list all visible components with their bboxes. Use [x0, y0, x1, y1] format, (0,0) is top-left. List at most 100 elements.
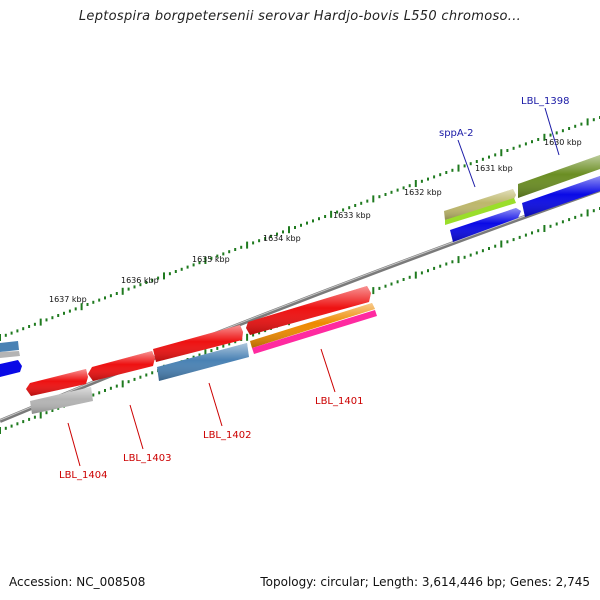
inner-minor-tick [258, 331, 261, 335]
outer-major-tick [80, 303, 83, 311]
outer-minor-tick [318, 217, 320, 221]
gene-label-lbl1404[interactable]: LBL_1404 [59, 470, 107, 481]
connector-lbl1402 [208, 382, 223, 427]
outer-minor-tick [445, 171, 448, 174]
outer-minor-tick [396, 188, 399, 192]
gene-label-lbl1398[interactable]: LBL_1398 [521, 96, 569, 107]
outer-minor-tick [276, 232, 278, 236]
gene-steelblue-lbl1402-shine [157, 343, 249, 381]
inner-minor-tick [555, 222, 558, 226]
outer-minor-tick [10, 331, 13, 335]
inner-minor-tick [127, 380, 130, 384]
inner-minor-tick [481, 249, 484, 253]
gene-red-lbl1401-shine [246, 286, 371, 335]
outer-minor-tick [306, 221, 308, 225]
inner-minor-tick [433, 266, 436, 270]
outer-minor-tick [115, 292, 118, 295]
outer-minor-tick [74, 307, 77, 311]
outer-minor-tick [92, 300, 95, 304]
outer-minor-tick [518, 144, 521, 148]
outer-minor-tick [408, 184, 411, 188]
gene-gray-left[interactable] [0, 351, 20, 358]
gene-blue-right-shine [522, 176, 600, 217]
outer-major-tick [204, 257, 207, 264]
gene-label-lbl1403[interactable]: LBL_1403 [123, 453, 171, 464]
inner-major-tick [0, 427, 1, 434]
inner-minor-tick [4, 426, 7, 430]
inner-minor-tick [45, 411, 48, 415]
outer-major-tick [246, 241, 249, 249]
gene-steelblue-left[interactable] [0, 341, 19, 352]
outer-major-tick [288, 226, 290, 234]
outer-major-tick [414, 180, 417, 187]
outer-minor-tick [228, 250, 231, 254]
inner-major-tick [457, 256, 460, 264]
outer-minor-tick [168, 272, 171, 276]
gene-lime[interactable] [445, 198, 516, 225]
outer-minor-tick [427, 177, 429, 181]
inner-minor-tick [104, 389, 106, 392]
inner-minor-tick [109, 386, 112, 390]
inner-minor-tick [524, 233, 527, 237]
outer-minor-tick [86, 303, 89, 306]
ruler-label-1637: 1637 kbp [49, 295, 87, 304]
topology-summary: Topology: circular; Length: 3,614,446 bp… [260, 575, 590, 589]
gene-pink[interactable] [252, 310, 377, 354]
outer-minor-tick [4, 333, 7, 337]
outer-major-tick [330, 210, 333, 218]
inner-minor-tick [10, 424, 13, 428]
inner-minor-tick [475, 251, 478, 255]
inner-minor-tick [28, 417, 31, 421]
outer-minor-tick [216, 254, 219, 258]
outer-minor-tick [127, 287, 130, 291]
inner-minor-tick [216, 346, 219, 350]
label-connectors [67, 107, 560, 467]
gene-khaki-shine [444, 189, 516, 220]
gene-label-lbl1402[interactable]: LBL_1402 [203, 430, 251, 441]
outer-minor-tick [402, 186, 405, 190]
outer-minor-tick [51, 316, 54, 320]
inner-minor-tick [16, 422, 19, 426]
inner-minor-tick [396, 280, 399, 284]
outer-minor-tick [104, 296, 106, 300]
inner-minor-tick [592, 209, 595, 213]
gene-label-sppa2[interactable]: sppA-2 [439, 128, 474, 139]
inner-minor-tick [51, 409, 54, 412]
outer-minor-tick [342, 208, 345, 212]
outer-minor-tick [494, 153, 497, 157]
outer-tick-row [0, 116, 600, 341]
outer-minor-tick [198, 261, 201, 265]
inner-minor-tick [561, 220, 564, 224]
outer-minor-tick [133, 285, 136, 289]
outer-minor-tick [258, 239, 261, 243]
outer-minor-tick [312, 219, 314, 223]
inner-minor-tick [210, 349, 213, 353]
inner-minor-tick [133, 377, 136, 381]
outer-minor-tick [506, 149, 509, 152]
inner-minor-tick [574, 215, 577, 219]
gene-label-lbl1401[interactable]: LBL_1401 [315, 396, 363, 407]
inner-minor-tick [537, 229, 540, 233]
outer-minor-tick [63, 311, 65, 315]
inner-minor-tick [518, 235, 521, 239]
inner-minor-tick [384, 284, 387, 288]
gene-blue-left[interactable] [0, 360, 22, 377]
outer-minor-tick [561, 129, 564, 133]
inner-major-tick [500, 240, 503, 248]
connector-lbl1401 [320, 348, 336, 393]
inner-minor-tick [408, 275, 411, 279]
inner-minor-tick [494, 244, 497, 248]
inner-minor-tick [420, 271, 423, 275]
inner-minor-tick [568, 218, 571, 222]
outer-minor-tick [378, 195, 381, 199]
connector-lbl1398 [544, 107, 560, 156]
outer-minor-tick [174, 270, 177, 273]
outer-minor-tick [222, 252, 225, 256]
connector-lbl1404 [67, 422, 81, 467]
inner-major-tick [414, 271, 417, 279]
outer-minor-tick [98, 298, 101, 302]
gene-blue-sppa-shine [450, 208, 521, 242]
outer-minor-tick [537, 138, 540, 141]
outer-minor-tick [463, 164, 466, 168]
outer-minor-tick [300, 223, 302, 227]
